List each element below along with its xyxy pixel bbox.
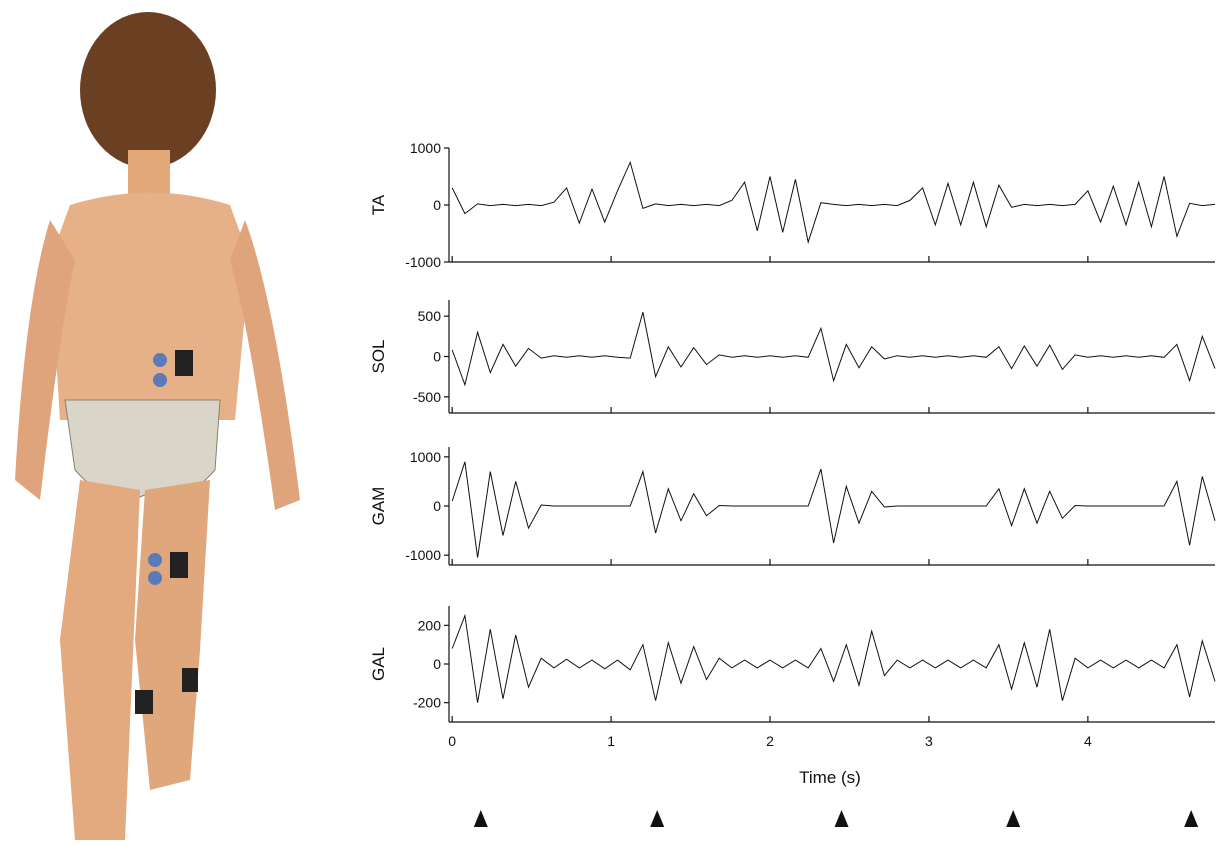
y-tick-label: 500	[418, 308, 442, 324]
step-marker	[835, 810, 849, 827]
step-marker	[1184, 810, 1198, 827]
y-tick-label: -200	[413, 695, 441, 711]
step-marker	[1006, 810, 1020, 827]
y-axis-label: TA	[369, 194, 388, 215]
figure: -1000 0 1000 TA -500 0 500 SOL -1000 0 1000 GAM -200…	[0, 0, 1217, 855]
x-tick-label: 0	[448, 733, 456, 749]
emg-trace	[452, 162, 1215, 242]
x-tick-label: 4	[1084, 733, 1092, 749]
emg-trace	[452, 312, 1215, 385]
y-tick-label: 0	[433, 498, 441, 514]
y-tick-label: -500	[413, 389, 441, 405]
y-tick-label: 1000	[410, 449, 441, 465]
emg-charts: -1000 0 1000 TA -500 0 500 SOL -1000 0 1000 GAM -200…	[369, 140, 1215, 827]
y-tick-label: -1000	[405, 547, 441, 563]
x-tick-label: 3	[925, 733, 933, 749]
emg-trace	[452, 616, 1215, 703]
page: {"chart_data": {"type": "line", "xlabel"…	[0, 0, 1217, 855]
y-tick-label: 0	[433, 197, 441, 213]
y-axis-label: GAL	[369, 647, 388, 681]
x-tick-label: 2	[766, 733, 774, 749]
step-marker	[474, 810, 488, 827]
child-photo	[15, 12, 300, 840]
y-tick-label: 0	[433, 349, 441, 365]
step-marker	[650, 810, 664, 827]
emg-trace	[452, 462, 1215, 558]
y-axis-label: GAM	[369, 487, 388, 526]
y-tick-label: -1000	[405, 254, 441, 270]
y-axis-label: SOL	[369, 339, 388, 373]
y-tick-label: 200	[418, 617, 442, 633]
y-tick-label: 0	[433, 656, 441, 672]
x-tick-label: 1	[607, 733, 615, 749]
x-axis-label: Time (s)	[799, 768, 861, 787]
y-tick-label: 1000	[410, 140, 441, 156]
